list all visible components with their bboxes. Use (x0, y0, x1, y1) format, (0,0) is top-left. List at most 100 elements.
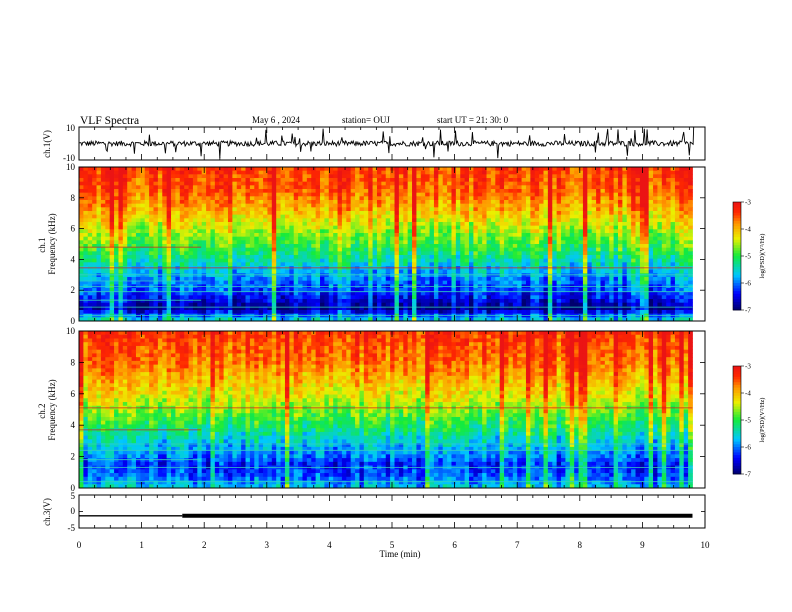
spectrogram-cell (648, 207, 654, 212)
spectrogram-cell (486, 170, 492, 175)
spectrogram-cell (306, 255, 312, 260)
spectrogram-cell (315, 178, 321, 183)
spectrogram-cell (596, 251, 601, 256)
spectrogram-cell (201, 192, 207, 197)
spectrogram-cell (306, 262, 312, 267)
spectrogram-cell (688, 258, 693, 263)
spectrogram-cell (433, 244, 439, 249)
spectrogram-cell (109, 211, 115, 216)
spectrogram-cell (420, 225, 426, 230)
spectrogram-cell (648, 280, 654, 285)
spectrogram-cell (631, 244, 636, 249)
spectrogram-cell (162, 203, 168, 208)
spectrogram-cell (561, 174, 566, 179)
spectrogram-cell (140, 214, 146, 219)
spectrogram-cell (149, 240, 154, 245)
spectrogram-cell (539, 203, 544, 208)
spectrogram-cell (683, 262, 689, 267)
spectrogram-cell (263, 170, 268, 175)
spectrogram-cell (227, 211, 233, 216)
spectrogram-cell (368, 255, 373, 260)
spectrogram-cell (543, 214, 549, 219)
spectrogram-cell (201, 258, 207, 263)
spectrogram-cell (79, 291, 84, 296)
spectrogram-cell (385, 192, 391, 197)
spectrogram-cell (442, 170, 448, 175)
spectrogram-cell (135, 277, 141, 282)
spectrogram-cell (157, 170, 163, 175)
spectrogram-cell (298, 211, 303, 216)
spectrogram-cell (499, 240, 505, 245)
spectrogram-cell (341, 174, 347, 179)
spectrogram-cell (407, 174, 413, 179)
spectrogram-cell (359, 244, 365, 249)
spectrogram-cell (245, 273, 251, 278)
spectrogram-cell (201, 207, 207, 212)
spectrogram-cell (355, 269, 360, 274)
spectrogram-cell (249, 192, 255, 197)
spectrogram-cell (83, 192, 89, 197)
spectrogram-cell (512, 196, 518, 201)
spectrogram-cell (83, 244, 89, 249)
spectrogram-cell (394, 247, 400, 252)
spectrogram-cell (223, 255, 229, 260)
spectrogram-cell (179, 240, 185, 245)
spectrogram-cell (188, 273, 194, 278)
spectrogram-cell (394, 167, 400, 172)
spectrogram-cell (254, 244, 260, 249)
spectrogram-cell (337, 277, 343, 282)
spectrogram-cell (425, 178, 430, 183)
spectrogram-cell (469, 174, 474, 179)
spectrogram-cell (631, 273, 636, 278)
spectrogram-cell (433, 236, 439, 241)
spectrogram-cell (530, 240, 536, 245)
spectrogram-cell (157, 255, 163, 260)
spectrogram-cell (477, 181, 483, 186)
spectrogram-cell (175, 178, 181, 183)
spectrogram-cell (359, 288, 365, 293)
spectrogram-cell (666, 280, 671, 285)
spectrogram-cell (490, 225, 496, 230)
spectrogram-cell (613, 211, 619, 216)
spectrogram-cell (346, 291, 352, 296)
spectrogram-cell (604, 174, 610, 179)
spectrogram-cell (79, 255, 84, 260)
spectrogram-cell (87, 295, 93, 300)
spectrogram-cell (477, 247, 483, 252)
spectrogram-cell (267, 251, 273, 256)
spectrogram-cell (626, 251, 632, 256)
spectrogram-cell (118, 181, 124, 186)
spectrogram-cell (539, 255, 544, 260)
spectrogram-cell (315, 288, 321, 293)
spectrogram-cell (149, 225, 154, 230)
spectrogram-cell (359, 269, 365, 274)
spectrogram-cell (197, 196, 203, 201)
spectrogram-cell (254, 280, 260, 285)
spectrogram-cell (420, 244, 426, 249)
spectrogram-cell (429, 192, 435, 197)
spectrogram-cell (302, 251, 308, 256)
spectrogram-cell (302, 170, 308, 175)
spectrogram-cell (657, 218, 663, 223)
spectrogram-cell (346, 269, 352, 274)
spectrogram-cell (495, 218, 501, 223)
spectrogram-cell (670, 240, 676, 245)
spectrogram-cell (455, 192, 461, 197)
spectrogram-cell (105, 269, 111, 274)
spectrogram-cell (556, 251, 562, 256)
spectrogram-cell (416, 211, 422, 216)
spectrogram-cell (289, 200, 295, 205)
spectrogram-cell (679, 280, 685, 285)
spectrogram-cell (175, 280, 181, 285)
spectrogram-cell (543, 229, 549, 234)
spectrogram-cell (398, 218, 404, 223)
spectrogram-cell (587, 203, 593, 208)
spectrogram-cell (508, 258, 514, 263)
spectrogram-cell (157, 207, 163, 212)
spectrogram-cell (149, 218, 154, 223)
spectrogram-cell (512, 174, 518, 179)
spectrogram-cell (79, 203, 84, 208)
spectrogram-cell (162, 192, 168, 197)
spectrogram-cell (267, 244, 273, 249)
spectrogram-cell (267, 192, 273, 197)
